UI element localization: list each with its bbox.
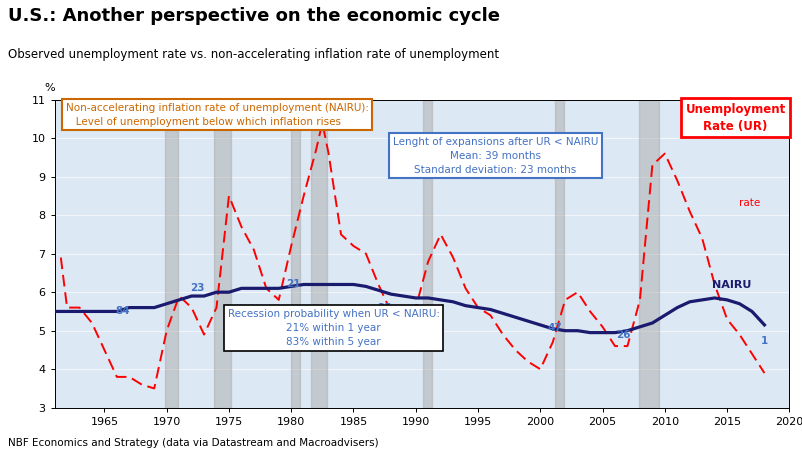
Text: 35: 35 <box>377 304 391 313</box>
Text: 84: 84 <box>115 306 130 316</box>
Bar <box>214 100 231 408</box>
Text: 1: 1 <box>759 337 767 347</box>
Text: U.S.: Another perspective on the economic cycle: U.S.: Another perspective on the economi… <box>8 7 500 25</box>
Bar <box>423 100 431 408</box>
Text: %: % <box>44 83 55 93</box>
Text: Non-accelerating inflation rate of unemployment (NAIRU):
   Level of unemploymen: Non-accelerating inflation rate of unemp… <box>66 103 368 127</box>
Text: Unemployment
Rate (UR): Unemployment Rate (UR) <box>685 103 784 133</box>
Text: 21: 21 <box>286 279 301 289</box>
Text: Recession probability when UR < NAIRU:
21% within 1 year
83% within 5 year: Recession probability when UR < NAIRU: 2… <box>228 309 439 347</box>
Text: 26: 26 <box>616 330 630 340</box>
Text: NAIRU: NAIRU <box>711 280 751 290</box>
Text: Observed unemployment rate vs. non-accelerating inflation rate of unemployment: Observed unemployment rate vs. non-accel… <box>8 48 499 61</box>
Bar <box>638 100 658 408</box>
Bar <box>310 100 327 408</box>
Bar <box>291 100 300 408</box>
Bar <box>554 100 563 408</box>
Text: NBF Economics and Strategy (data via Datastream and Macroadvisers): NBF Economics and Strategy (data via Dat… <box>8 439 379 448</box>
Text: 47: 47 <box>547 323 562 333</box>
Text: Lenght of expansions after UR < NAIRU
Mean: 39 months
Standard deviation: 23 mon: Lenght of expansions after UR < NAIRU Me… <box>392 137 597 174</box>
Text: 23: 23 <box>190 283 205 294</box>
Bar <box>165 100 178 408</box>
Text: rate: rate <box>738 198 759 208</box>
